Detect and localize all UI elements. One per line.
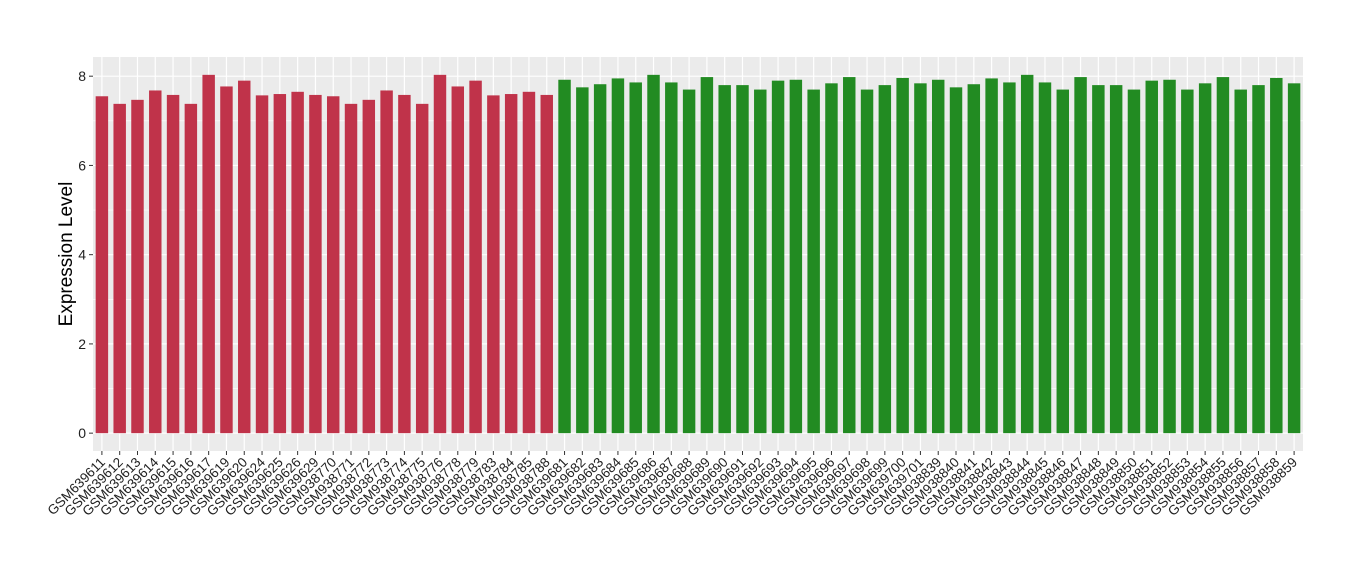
bar bbox=[736, 85, 749, 434]
bar bbox=[131, 99, 144, 434]
bar bbox=[415, 103, 429, 434]
bar bbox=[255, 95, 269, 434]
bar bbox=[843, 77, 856, 434]
bar bbox=[504, 94, 518, 434]
bar bbox=[558, 79, 571, 434]
y-axis: 0 2 4 6 8 bbox=[78, 68, 93, 441]
bar bbox=[1198, 83, 1212, 434]
bar bbox=[220, 86, 233, 434]
bar bbox=[398, 94, 411, 434]
bar bbox=[860, 89, 874, 434]
bar bbox=[682, 89, 696, 434]
y-tick-label: 8 bbox=[78, 68, 86, 84]
bar bbox=[914, 83, 927, 434]
bar bbox=[149, 90, 162, 434]
bars bbox=[95, 74, 1301, 434]
bar bbox=[184, 103, 198, 434]
bar bbox=[878, 85, 892, 434]
bar bbox=[1092, 85, 1105, 434]
bar bbox=[166, 94, 180, 434]
y-tick-label: 6 bbox=[78, 157, 86, 173]
bar bbox=[807, 89, 820, 434]
bar bbox=[576, 87, 589, 434]
bar bbox=[113, 103, 126, 434]
bar bbox=[1270, 77, 1283, 434]
bar bbox=[1109, 85, 1123, 434]
bar bbox=[1287, 83, 1301, 434]
bar bbox=[1234, 89, 1247, 434]
bar bbox=[344, 103, 358, 434]
bar bbox=[309, 94, 322, 434]
bar bbox=[718, 85, 731, 434]
bar bbox=[326, 96, 340, 434]
y-tick-label: 2 bbox=[78, 336, 86, 352]
bar bbox=[1038, 82, 1052, 434]
bar bbox=[522, 91, 536, 434]
bar bbox=[611, 78, 625, 434]
bar bbox=[949, 87, 963, 434]
bar bbox=[1145, 80, 1158, 434]
bar bbox=[700, 77, 714, 434]
bar bbox=[771, 80, 785, 434]
bar bbox=[1216, 77, 1230, 434]
y-tick-label: 4 bbox=[78, 247, 86, 263]
bar bbox=[593, 84, 607, 434]
y-axis-label: Expression Level bbox=[56, 182, 77, 327]
bar bbox=[1020, 74, 1034, 434]
bar bbox=[540, 94, 553, 434]
bar bbox=[362, 99, 376, 434]
bar bbox=[1252, 85, 1265, 434]
bar bbox=[469, 80, 482, 434]
bar bbox=[451, 86, 465, 434]
bar bbox=[789, 79, 803, 434]
bar bbox=[273, 94, 287, 434]
bar bbox=[238, 80, 251, 434]
bar bbox=[896, 77, 909, 434]
bar bbox=[1181, 89, 1194, 434]
bar bbox=[967, 84, 981, 434]
bar bbox=[931, 79, 945, 434]
bar bbox=[647, 74, 660, 434]
bar bbox=[1074, 77, 1087, 434]
bar bbox=[665, 82, 678, 434]
bar bbox=[1003, 82, 1016, 434]
bar bbox=[433, 74, 447, 434]
bar bbox=[1056, 89, 1070, 434]
bar bbox=[202, 74, 215, 434]
bar bbox=[1127, 89, 1141, 434]
bar bbox=[291, 91, 304, 434]
bar bbox=[825, 83, 838, 434]
x-axis: GSM639611GSM639612GSM639613GSM639614GSM6… bbox=[45, 451, 1300, 519]
bar bbox=[487, 95, 500, 434]
bar bbox=[629, 82, 642, 434]
bar bbox=[754, 89, 767, 434]
y-tick-label: 0 bbox=[78, 425, 86, 441]
bar bbox=[95, 96, 109, 434]
bar bbox=[1163, 79, 1176, 434]
bar bbox=[985, 78, 998, 434]
bar bbox=[380, 90, 393, 434]
